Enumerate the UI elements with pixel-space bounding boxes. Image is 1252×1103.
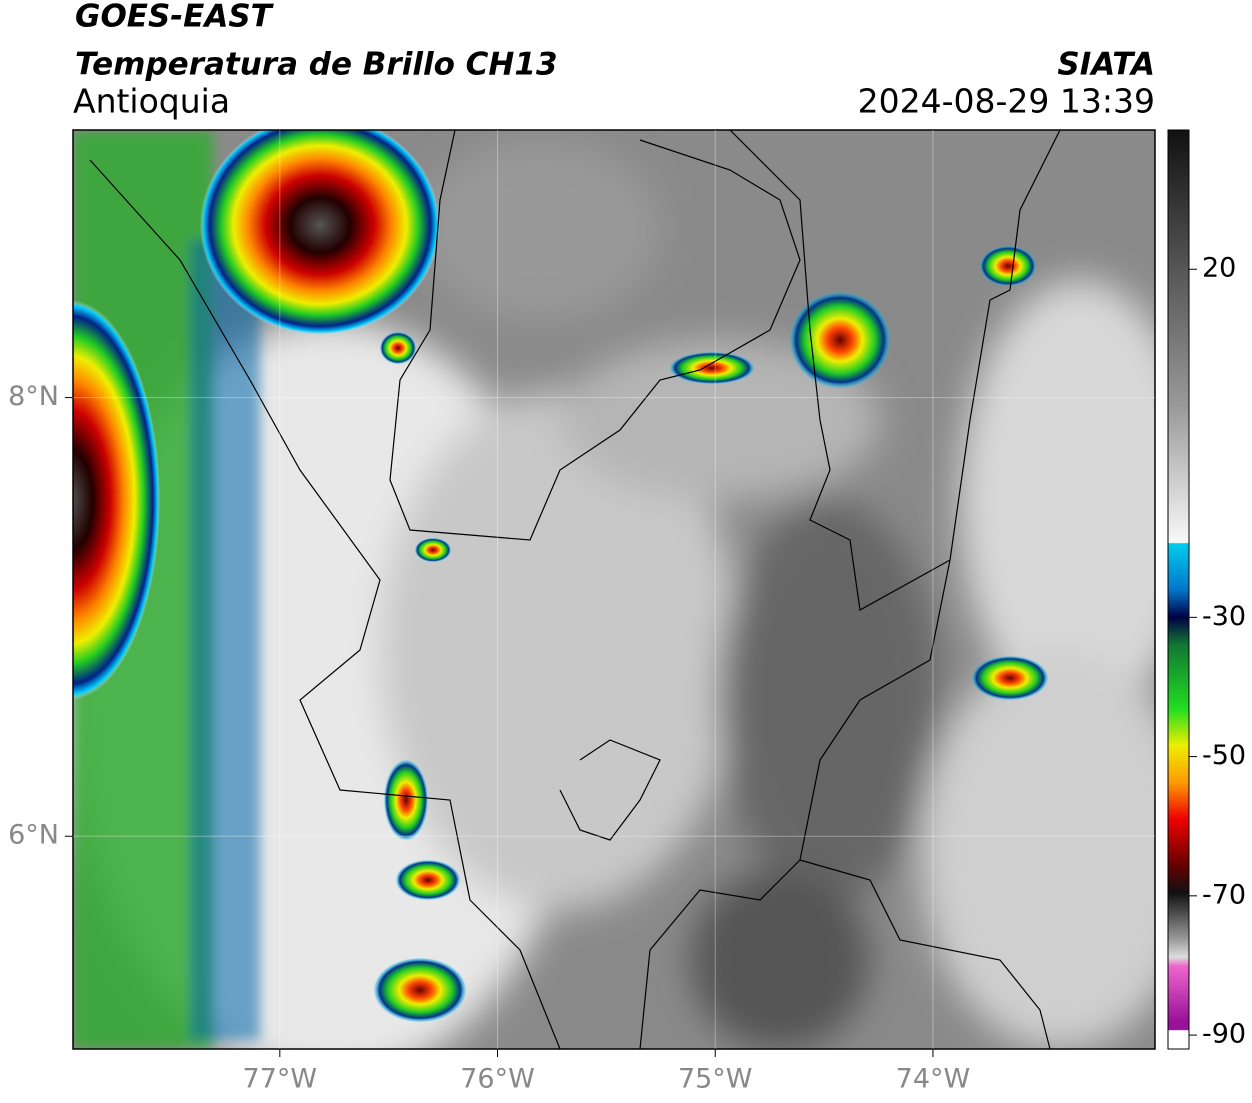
- x-tick-label: 77°W: [243, 1064, 318, 1095]
- colorbar: [1167, 129, 1190, 1050]
- colorbar-tick-label: -90: [1202, 1019, 1246, 1050]
- map-frame: [72, 129, 1156, 1050]
- colorbar-tick-label: -50: [1202, 740, 1246, 771]
- datetime-label: 2024-08-29 13:39: [858, 82, 1155, 121]
- x-tick-label: 76°W: [460, 1064, 535, 1095]
- satellite-title: GOES-EAST: [75, 0, 275, 35]
- colorbar-tick-label: -30: [1202, 601, 1246, 632]
- colorbar-tick-label: -70: [1202, 879, 1246, 910]
- colorbar-tick-label: 20: [1202, 253, 1236, 284]
- satellite-image: [73, 130, 1155, 1049]
- product-title: Temperatura de Brillo CH13: [75, 47, 558, 83]
- x-tick-label: 74°W: [896, 1064, 971, 1095]
- region-label: Antioquia: [73, 82, 230, 121]
- x-tick-label: 75°W: [678, 1064, 753, 1095]
- y-tick-label: 8°N: [8, 381, 59, 412]
- source-label: SIATA: [1057, 47, 1155, 83]
- y-tick-label: 6°N: [8, 820, 59, 851]
